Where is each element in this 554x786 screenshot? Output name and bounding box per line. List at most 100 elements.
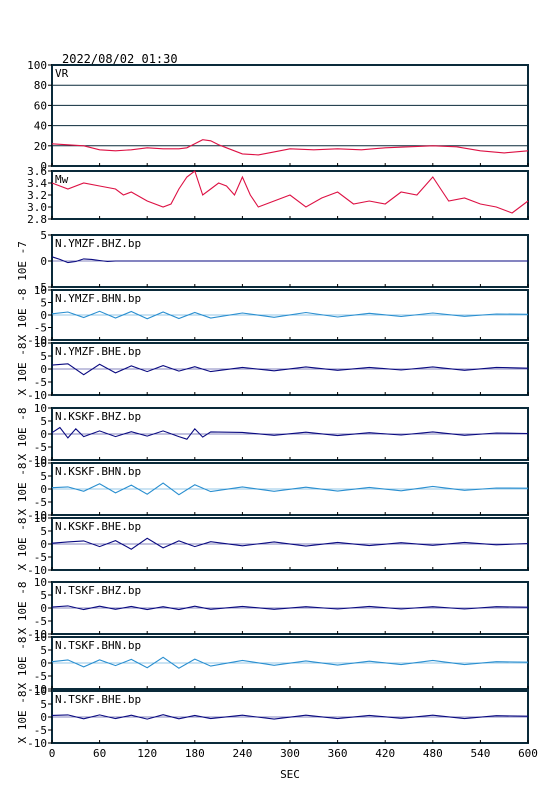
y-tick-label: 2.8 <box>27 213 47 226</box>
panel-title: N.YMZF.BHN.bp <box>55 292 141 305</box>
y-tick-label: -5 <box>34 670 47 683</box>
y-tick-label: -10 <box>27 509 47 522</box>
y-tick-label: 5 <box>40 525 47 538</box>
y-tick-label: 5 <box>40 350 47 363</box>
y-axis-label: X 10E -8 <box>16 691 29 744</box>
y-tick-label: 10 <box>34 457 47 470</box>
y-tick-label: 3.0 <box>27 201 47 214</box>
y-axis-label: X 10E -8 <box>16 408 29 461</box>
y-tick-label: -10 <box>27 737 47 750</box>
series-line <box>51 537 529 550</box>
y-tick-label: 10 <box>34 337 47 350</box>
series-line <box>51 310 529 320</box>
y-tick-label: 5 <box>40 644 47 657</box>
y-tick-label: -5 <box>34 496 47 509</box>
x-tick-label: 120 <box>137 747 157 760</box>
x-tick-label: 60 <box>93 747 106 760</box>
series-line <box>51 605 529 611</box>
y-tick-label: -5 <box>34 615 47 628</box>
y-axis-label: X 10E -8 <box>16 582 29 635</box>
series-line <box>51 363 529 376</box>
y-tick-label: 60 <box>34 99 47 112</box>
series-line <box>51 256 528 264</box>
x-tick-label: 240 <box>232 747 252 760</box>
y-tick-label: 0 <box>40 160 47 173</box>
y-tick-label: 10 <box>34 631 47 644</box>
y-tick-label: 0 <box>40 483 47 496</box>
panel-title: N.KSKF.BHE.bp <box>55 520 141 533</box>
x-tick-label: 540 <box>470 747 490 760</box>
series-line <box>51 170 529 214</box>
x-tick-label: 300 <box>280 747 300 760</box>
series-line <box>51 714 529 720</box>
y-tick-label: -5 <box>34 724 47 737</box>
y-tick-label: 40 <box>34 120 47 133</box>
y-tick-label: 10 <box>34 512 47 525</box>
y-tick-label: 80 <box>34 79 47 92</box>
y-tick-label: 0 <box>40 428 47 441</box>
y-tick-label: -10 <box>27 454 47 467</box>
x-tick-label: 0 <box>49 747 56 760</box>
x-tick-label: 420 <box>375 747 395 760</box>
y-tick-label: 20 <box>34 140 47 153</box>
y-tick-label: -10 <box>27 564 47 577</box>
y-tick-label: 0 <box>40 602 47 615</box>
y-tick-label: 0 <box>40 363 47 376</box>
panel-title: N.KSKF.BHN.bp <box>55 465 141 478</box>
panel-title: N.TSKF.BHN.bp <box>55 639 141 652</box>
y-tick-label: 10 <box>34 576 47 589</box>
series-line <box>51 139 529 156</box>
panel-title: N.YMZF.BHZ.bp <box>55 237 141 250</box>
y-tick-label: 0 <box>40 255 47 268</box>
y-axis-label: X 10E -8 <box>16 637 29 690</box>
y-axis-label: X 10E -8 <box>16 289 29 342</box>
series-line <box>51 656 529 669</box>
y-tick-label: 3.4 <box>27 177 47 190</box>
y-tick-label: 10 <box>34 402 47 415</box>
y-tick-label: -5 <box>34 322 47 335</box>
panel-title: N.KSKF.BHZ.bp <box>55 410 141 423</box>
y-tick-label: -10 <box>27 389 47 402</box>
series-line <box>51 426 529 440</box>
panel-title: N.TSKF.BHZ.bp <box>55 584 141 597</box>
y-tick-label: 5 <box>40 589 47 602</box>
y-tick-label: -5 <box>34 281 47 294</box>
x-axis-label: SEC <box>280 768 300 781</box>
x-tick-label: 600 <box>518 747 538 760</box>
series-line <box>51 482 529 496</box>
y-tick-label: -10 <box>27 683 47 696</box>
y-tick-label: 5 <box>40 229 47 242</box>
y-tick-label: 5 <box>40 698 47 711</box>
y-tick-label: 0 <box>40 309 47 322</box>
y-tick-label: 5 <box>40 415 47 428</box>
y-tick-label: 0 <box>40 538 47 551</box>
y-tick-label: -5 <box>34 551 47 564</box>
y-tick-label: 10 <box>34 685 47 698</box>
y-tick-label: 0 <box>40 711 47 724</box>
y-tick-label: 10 <box>34 284 47 297</box>
y-tick-label: 5 <box>40 297 47 310</box>
y-axis-label: 10E -7 <box>16 241 29 281</box>
panel-title: N.YMZF.BHE.bp <box>55 345 141 358</box>
y-tick-label: 100 <box>27 59 47 72</box>
y-axis-label: X 10E -8 <box>16 343 29 396</box>
y-tick-label: 3.6 <box>27 165 47 178</box>
x-tick-label: 180 <box>185 747 205 760</box>
panel-title: VR <box>55 67 69 80</box>
y-tick-label: 3.2 <box>27 189 47 202</box>
y-axis-label: X 10E -8 <box>16 518 29 571</box>
y-tick-label: 5 <box>40 470 47 483</box>
y-tick-label: 0 <box>40 657 47 670</box>
y-tick-label: -5 <box>34 376 47 389</box>
y-axis-label: X 10E -8 <box>16 463 29 516</box>
y-tick-label: -10 <box>27 334 47 347</box>
y-tick-label: -5 <box>34 441 47 454</box>
datetime-label: 2022/08/02 01:30 <box>62 52 178 66</box>
x-tick-label: 360 <box>328 747 348 760</box>
panel-title: N.TSKF.BHE.bp <box>55 693 141 706</box>
x-tick-label: 480 <box>423 747 443 760</box>
y-tick-label: -10 <box>27 628 47 641</box>
panel-title: Mw <box>55 173 69 186</box>
